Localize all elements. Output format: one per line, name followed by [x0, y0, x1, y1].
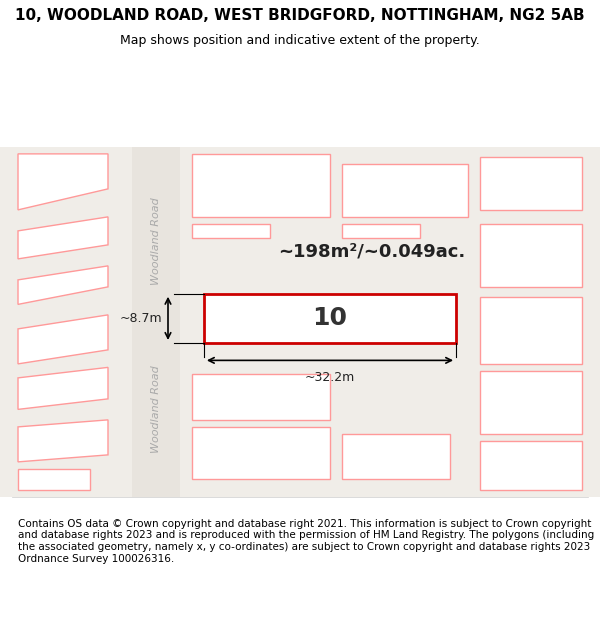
Polygon shape	[480, 158, 582, 210]
Polygon shape	[18, 217, 108, 259]
Bar	[204, 294, 456, 343]
Polygon shape	[480, 441, 582, 490]
Text: ~8.7m: ~8.7m	[119, 312, 162, 325]
Polygon shape	[18, 154, 108, 210]
Text: 10: 10	[313, 306, 347, 331]
Polygon shape	[18, 315, 108, 364]
Polygon shape	[18, 368, 108, 409]
Polygon shape	[18, 266, 108, 304]
Polygon shape	[18, 420, 108, 462]
Polygon shape	[342, 434, 450, 479]
Polygon shape	[192, 224, 270, 238]
Text: ~32.2m: ~32.2m	[305, 371, 355, 384]
Polygon shape	[192, 374, 330, 420]
Polygon shape	[480, 224, 582, 287]
Text: Woodland Road: Woodland Road	[151, 366, 161, 453]
Text: ~198m²/~0.049ac.: ~198m²/~0.049ac.	[278, 243, 466, 261]
Polygon shape	[480, 371, 582, 434]
Polygon shape	[480, 298, 582, 364]
Text: 10, WOODLAND ROAD, WEST BRIDGFORD, NOTTINGHAM, NG2 5AB: 10, WOODLAND ROAD, WEST BRIDGFORD, NOTTI…	[15, 8, 585, 23]
Text: Map shows position and indicative extent of the property.: Map shows position and indicative extent…	[120, 34, 480, 47]
Polygon shape	[342, 224, 420, 238]
Polygon shape	[192, 154, 330, 217]
Text: Contains OS data © Crown copyright and database right 2021. This information is : Contains OS data © Crown copyright and d…	[18, 519, 594, 564]
Polygon shape	[132, 147, 180, 497]
Polygon shape	[342, 164, 468, 217]
Polygon shape	[18, 469, 90, 490]
Text: Woodland Road: Woodland Road	[151, 198, 161, 285]
Polygon shape	[192, 427, 330, 479]
